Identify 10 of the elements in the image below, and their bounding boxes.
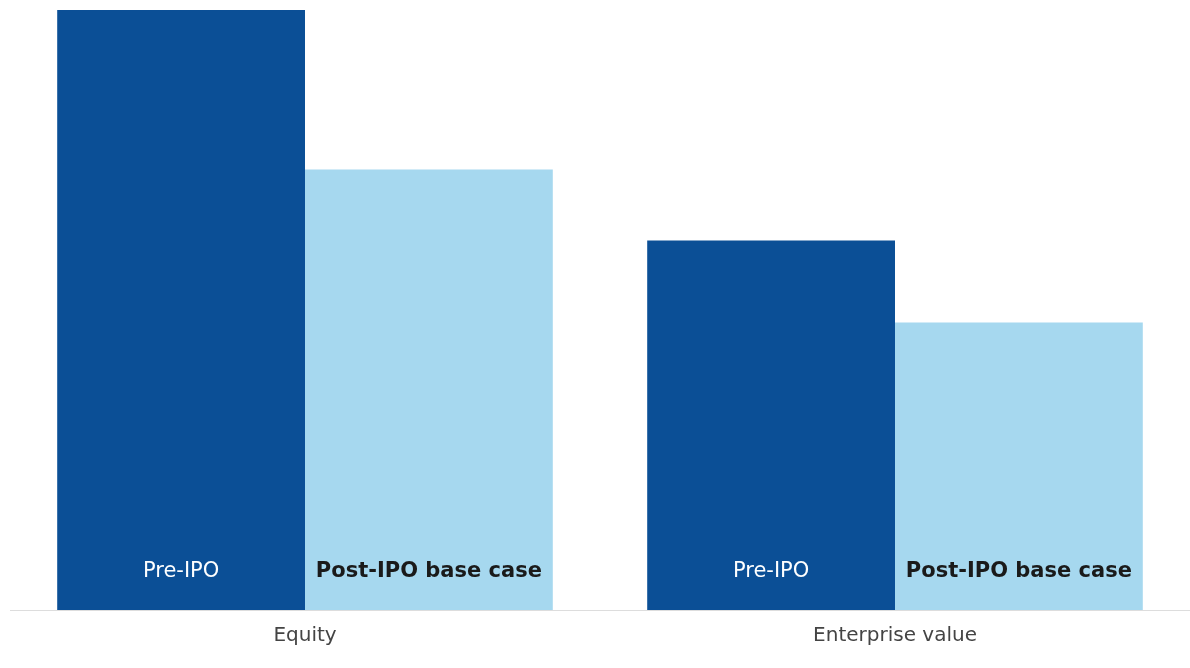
x-tick-label: Enterprise value [813, 622, 977, 647]
bar [895, 322, 1143, 610]
series-label: Pre-IPO [142, 558, 220, 583]
bar [305, 169, 553, 610]
bar [647, 240, 895, 610]
bar [57, 10, 305, 610]
text: Pre-IPO [732, 558, 810, 583]
series-label: Post-IPO base case [905, 558, 1132, 583]
x-tick-label: Equity [273, 622, 337, 647]
text: Post-IPO base case [315, 558, 542, 583]
